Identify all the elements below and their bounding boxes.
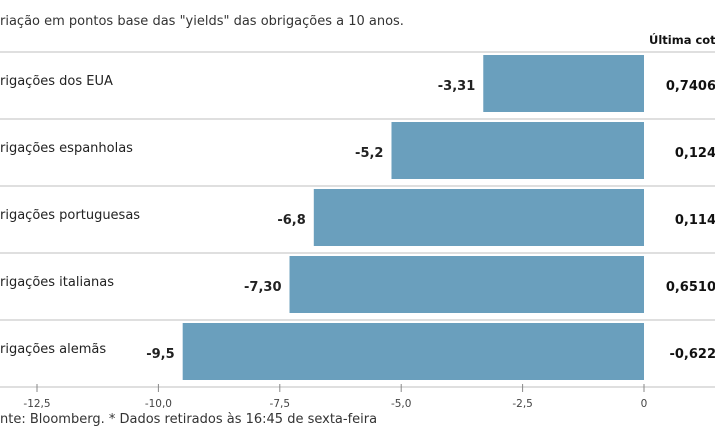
category-label: rigações portuguesas [0, 208, 140, 223]
chart-subtitle: riação em pontos base das "yields" das o… [0, 14, 404, 29]
data-label: -5,2 [355, 146, 383, 161]
category-label: rigações alemãs [0, 342, 106, 357]
data-label: -6,8 [277, 213, 305, 228]
category-label: rigações italianas [0, 275, 114, 290]
data-label: -9,5 [146, 347, 174, 362]
last-quote-value: -0,622 [669, 347, 715, 362]
bar [483, 55, 644, 112]
x-tick-label: -10,0 [145, 398, 172, 410]
last-quote-value: 0,7406 [666, 79, 715, 94]
bar [182, 323, 644, 380]
bar [313, 189, 644, 246]
x-tick-label: -12,5 [23, 398, 50, 410]
bar [289, 256, 644, 313]
chart-source-note: nte: Bloomberg. * Dados retirados às 16:… [0, 412, 378, 427]
last-quote-value: 0,6510 [666, 280, 715, 295]
data-label: -3,31 [438, 79, 475, 94]
bar [391, 122, 644, 179]
category-label: rigações dos EUA [0, 74, 113, 89]
x-tick-label: -2,5 [512, 398, 533, 410]
x-tick-label: 0 [641, 398, 648, 410]
last-quote-header: Última cotaç [649, 32, 715, 47]
x-tick-label: -5,0 [391, 398, 412, 410]
data-label: -7,30 [244, 280, 281, 295]
last-quote-value: 0,124 [675, 146, 715, 161]
category-label: rigações espanholas [0, 141, 133, 156]
x-tick-label: -7,5 [270, 398, 291, 410]
last-quote-value: 0,114 [675, 213, 715, 228]
